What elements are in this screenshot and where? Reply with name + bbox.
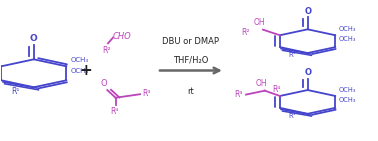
Text: OH: OH — [256, 79, 268, 88]
Text: rt: rt — [187, 87, 194, 96]
Text: O: O — [304, 7, 311, 16]
Text: DBU or DMAP: DBU or DMAP — [163, 37, 219, 46]
Text: OCH₃: OCH₃ — [339, 36, 356, 42]
Text: CHO: CHO — [113, 32, 132, 41]
Text: R⁴: R⁴ — [273, 85, 281, 94]
Text: OCH₃: OCH₃ — [339, 87, 356, 93]
Text: R⁴: R⁴ — [111, 107, 119, 116]
Text: O: O — [30, 34, 38, 43]
Text: R¹: R¹ — [288, 113, 296, 119]
Text: R²: R² — [241, 28, 250, 37]
Text: R¹: R¹ — [288, 52, 296, 58]
Text: O: O — [304, 68, 311, 77]
Text: O: O — [101, 79, 108, 88]
Text: OCH₃: OCH₃ — [71, 57, 89, 63]
Text: R³: R³ — [143, 89, 151, 98]
Text: R¹: R¹ — [11, 87, 20, 96]
Text: OCH₃: OCH₃ — [71, 68, 89, 74]
Text: OCH₃: OCH₃ — [339, 97, 356, 103]
Text: OH: OH — [253, 18, 265, 27]
Text: OCH₃: OCH₃ — [339, 26, 356, 32]
Text: R²: R² — [103, 46, 111, 55]
Text: R³: R³ — [234, 90, 243, 99]
Text: THF/H₂O: THF/H₂O — [173, 56, 209, 65]
Text: +: + — [79, 63, 92, 78]
